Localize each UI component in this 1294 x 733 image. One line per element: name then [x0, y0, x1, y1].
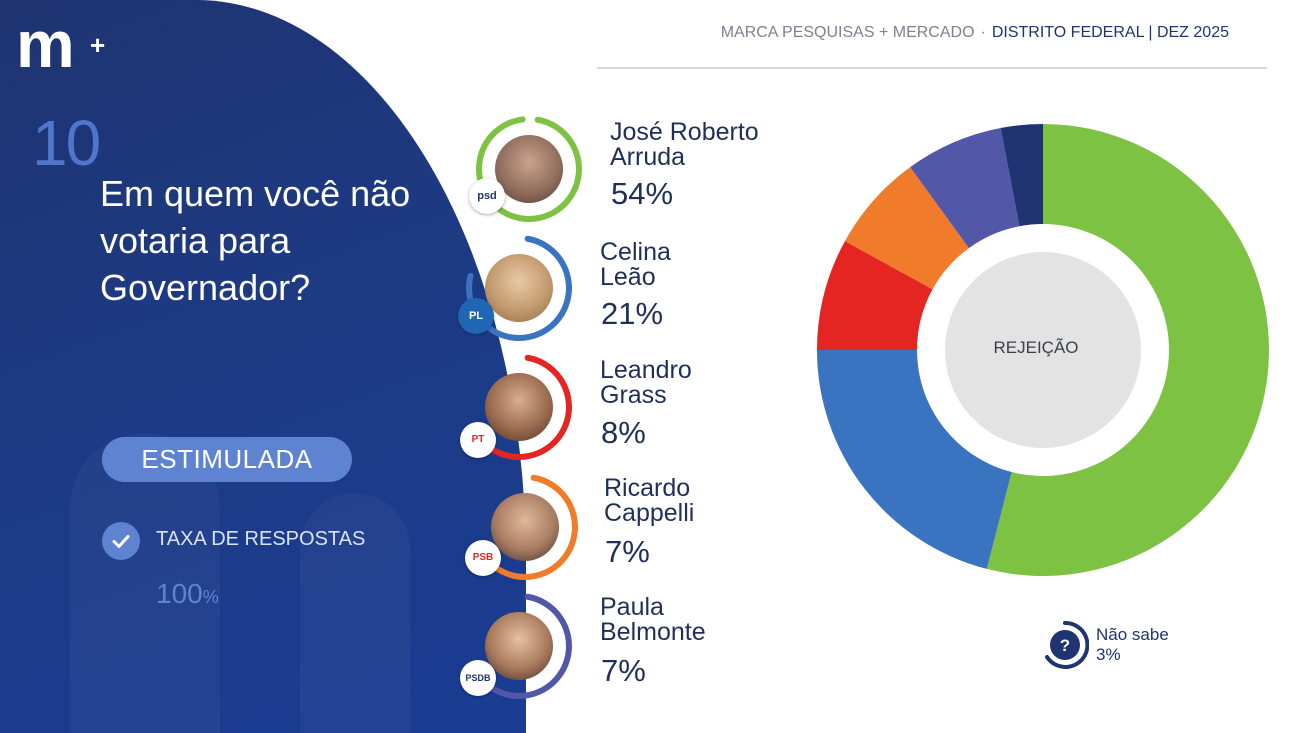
candidate-percent: 8%	[601, 415, 646, 450]
question-text: Em quem você não votaria para Governador…	[100, 173, 411, 308]
candidate-ring-arc	[466, 354, 572, 460]
candidate-photo	[485, 254, 553, 322]
nao-sabe-label: Não sabe 3%	[1096, 625, 1169, 665]
svg-text:?: ?	[1060, 636, 1070, 655]
candidate-photo	[491, 493, 559, 561]
party-badge-psd: psd	[469, 178, 505, 214]
party-badge-psdb: PSDB	[460, 660, 496, 696]
candidate-name: Leandro Grass	[600, 356, 692, 409]
header-source: MARCA PESQUISAS + MERCADO	[720, 24, 975, 41]
response-rate-label: TAXA DE RESPOSTAS	[156, 528, 366, 550]
question-number: 10	[32, 107, 101, 179]
party-badge-pt: PT	[460, 422, 496, 458]
brand-logo: m	[16, 7, 75, 81]
candidate-ring	[472, 474, 578, 580]
candidate-ring-arc	[476, 116, 582, 222]
party-badge-psb: PSB	[465, 540, 501, 576]
candidate-percent: 7%	[601, 653, 646, 688]
candidate-name: José Roberto Arruda	[610, 118, 759, 171]
nao-sabe-text: Não sabe	[1096, 625, 1169, 644]
candidate-ring	[466, 593, 572, 699]
header-divider: |	[1148, 24, 1153, 41]
response-rate-value: 100%	[156, 578, 219, 613]
donut-center-label: REJEIÇÃO	[993, 338, 1079, 357]
candidate-percent: 7%	[605, 534, 650, 569]
response-rate-unit: %	[202, 587, 219, 607]
donut-slice	[910, 128, 1020, 249]
candidate-ring-arc	[466, 593, 572, 699]
party-badge-pl: PL	[458, 298, 494, 334]
candidate-percent: 21%	[601, 296, 664, 331]
brand-logo-plus: +	[90, 30, 106, 60]
candidate-photo	[495, 135, 563, 203]
donut-center	[945, 252, 1141, 448]
check-icon	[102, 522, 140, 560]
mode-pill: ESTIMULADA	[102, 437, 352, 482]
candidate-ring	[466, 235, 572, 341]
candidate-ring-arc	[472, 474, 578, 580]
donut-slice	[844, 167, 969, 290]
nao-sabe-percent: 3%	[1096, 645, 1121, 664]
candidate-photo	[485, 612, 553, 680]
candidate-name: Celina Leão	[600, 238, 671, 291]
donut-slice	[986, 124, 1269, 576]
header-bar: MARCA PESQUISAS + MERCADO · DISTRITO FEDER…	[721, 24, 1229, 42]
candidate-name: Ricardo Cappelli	[604, 474, 695, 527]
donut-slice	[817, 241, 933, 350]
donut-slice	[817, 350, 1012, 569]
candidate-name: Paula Belmonte	[600, 593, 706, 646]
candidate-percent: 54%	[611, 176, 674, 211]
header-divider-line	[597, 67, 1267, 69]
candidate-photo	[485, 373, 553, 441]
question-icon: ?	[1045, 621, 1089, 669]
donut-slice	[1000, 124, 1043, 227]
candidate-ring-arc	[466, 235, 572, 341]
candidate-ring	[466, 354, 572, 460]
donut-slices	[817, 124, 1269, 576]
rejection-donut-chart	[817, 124, 1269, 576]
header-region: DISTRITO FEDERAL	[991, 24, 1144, 41]
header-date: DEZ 2025	[1156, 24, 1229, 41]
header-separator: ·	[980, 24, 986, 41]
candidate-ring	[476, 116, 582, 222]
response-rate-number: 100	[156, 578, 203, 609]
